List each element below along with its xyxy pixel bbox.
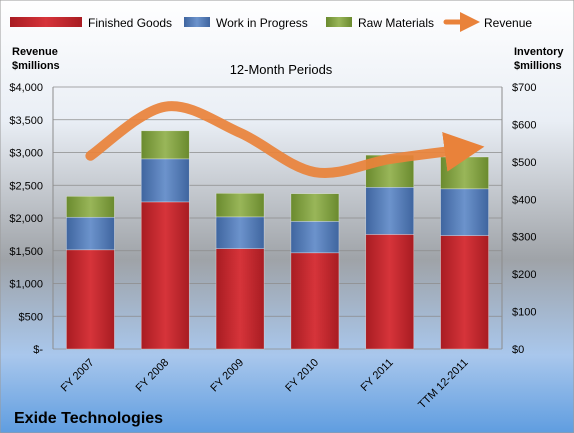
bar-raw-materials-3 [290, 193, 340, 222]
chart-subtitle: 12-Month Periods [230, 62, 333, 77]
legend-swatch-work-in-progress [184, 17, 210, 27]
left-axis-title-line2: $millions [12, 60, 60, 72]
legend-swatch-raw-materials [326, 17, 352, 27]
right-axis-ticks: $0 $100 $200 $300 $400 $500 $600 $700 [512, 82, 536, 356]
right-tick-label: $500 [512, 157, 536, 169]
right-tick-label: $300 [512, 232, 536, 244]
bar-finished-goods-2 [215, 248, 265, 350]
legend-label-raw-materials: Raw Materials [358, 16, 434, 30]
left-tick-label: $1,000 [9, 279, 43, 291]
right-tick-label: $700 [512, 82, 536, 94]
bar-finished-goods-4 [365, 234, 415, 350]
revenue-line-path [85, 101, 485, 178]
right-axis-title-line2: $millions [514, 60, 562, 72]
bar-finished-goods-5 [440, 235, 489, 350]
legend-label-revenue: Revenue [484, 16, 532, 30]
bar-work-in-progress-3 [290, 221, 340, 254]
bars [66, 130, 489, 350]
bar-raw-materials-5 [440, 156, 489, 190]
left-tick-label: $2,000 [9, 213, 43, 225]
right-axis-title-line1: Inventory [514, 46, 564, 58]
right-tick-label: $100 [512, 307, 536, 319]
legend-label-work-in-progress: Work in Progress [216, 16, 308, 30]
bar-work-in-progress-2 [215, 216, 265, 249]
left-tick-label: $500 [19, 311, 43, 323]
company-name: Exide Technologies [14, 410, 163, 427]
bar-raw-materials-1 [140, 130, 190, 160]
bar-work-in-progress-0 [66, 216, 115, 251]
right-tick-label: $400 [512, 194, 536, 206]
bar-raw-materials-2 [215, 192, 265, 218]
legend: Finished Goods Work in Progress Raw Mate… [10, 12, 532, 32]
bar-finished-goods-3 [290, 252, 340, 350]
right-tick-label: $600 [512, 119, 536, 131]
bar-work-in-progress-5 [440, 188, 489, 236]
bar-work-in-progress-4 [365, 187, 415, 235]
left-tick-label: $4,000 [9, 82, 43, 94]
right-tick-label: $200 [512, 269, 536, 281]
left-tick-label: $3,500 [9, 115, 43, 127]
left-tick-label: $1,500 [9, 246, 43, 258]
bar-work-in-progress-1 [140, 158, 190, 203]
left-tick-label: $- [33, 344, 43, 356]
left-tick-label: $2,500 [9, 180, 43, 192]
bar-finished-goods-0 [66, 249, 115, 350]
left-axis-ticks: $- $500 $1,000 $1,500 $2,000 $2,500 $3,000 $3,5… [9, 82, 43, 356]
left-tick-label: $3,000 [9, 148, 43, 160]
revenue-line [85, 101, 485, 178]
bar-raw-materials-0 [66, 195, 115, 218]
legend-swatch-finished-goods [10, 17, 82, 27]
right-tick-label: $0 [512, 344, 524, 356]
bar-finished-goods-1 [140, 201, 190, 350]
legend-label-finished-goods: Finished Goods [88, 16, 172, 30]
left-axis-title-line1: Revenue [12, 46, 58, 58]
